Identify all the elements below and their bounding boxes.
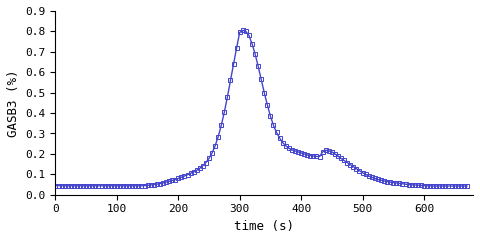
X-axis label: time (s): time (s)	[234, 220, 294, 233]
Y-axis label: GASB3 (%): GASB3 (%)	[7, 69, 20, 137]
